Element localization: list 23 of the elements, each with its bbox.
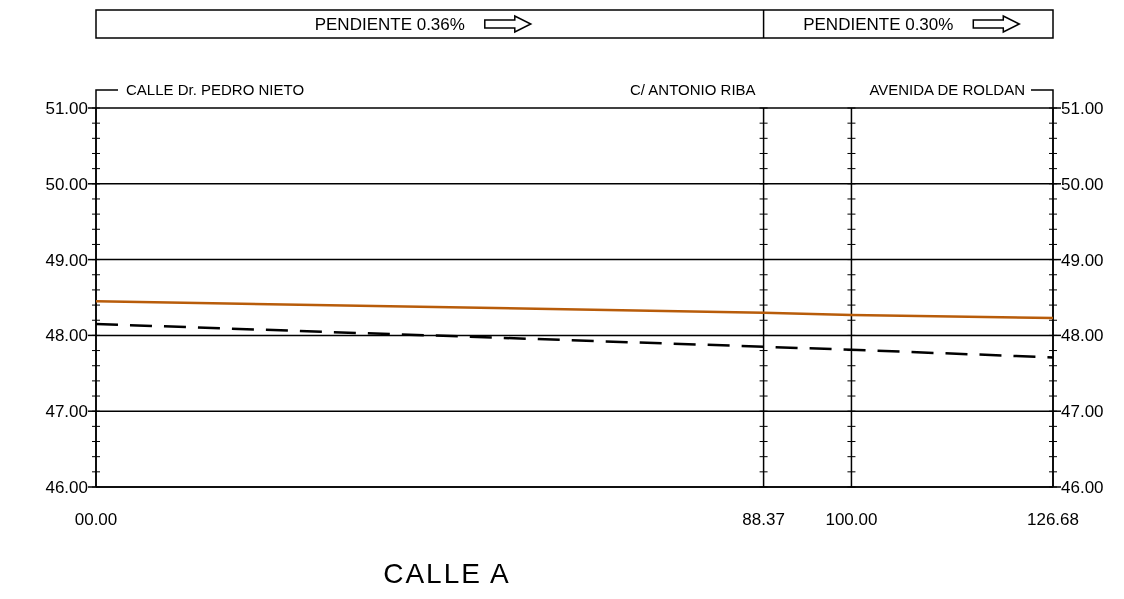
x-tick-label: 88.37	[742, 510, 785, 529]
y-tick-label: 49.00	[45, 250, 88, 270]
x-tick-label: 126.68	[1027, 510, 1079, 529]
text: AVENIDA DE ROLDAN	[869, 81, 1025, 98]
text: C/ ANTONIO RIBA	[629, 81, 756, 98]
y-tick-label: 46.00	[45, 478, 88, 497]
y2-tick-label: 47.00	[1061, 402, 1104, 422]
y-tick-label: 47.00	[45, 402, 88, 422]
y-tick-label: 51.00	[45, 99, 88, 118]
line-series	[94, 300, 1055, 320]
y-tick-label: 50.00	[45, 174, 88, 194]
text: PENDIENTE 0.30%	[803, 15, 954, 34]
x-tick-label: 00.00	[74, 510, 118, 529]
y2-tick-label: 51.00	[1061, 99, 1104, 118]
y-tick-label: 48.00	[45, 326, 88, 346]
y2-tick-label: 46.00	[1061, 478, 1104, 497]
y2-tick-label: 49.00	[1061, 250, 1104, 270]
text: CALLE A	[383, 558, 511, 589]
y2-tick-label: 48.00	[1061, 326, 1104, 346]
text: PENDIENTE 0.36%	[314, 15, 465, 34]
text: CALLE Dr. PEDRO NIETO	[126, 81, 305, 98]
y2-tick-label: 50.00	[1061, 174, 1104, 194]
x-tick-label: 100.00	[825, 510, 878, 529]
